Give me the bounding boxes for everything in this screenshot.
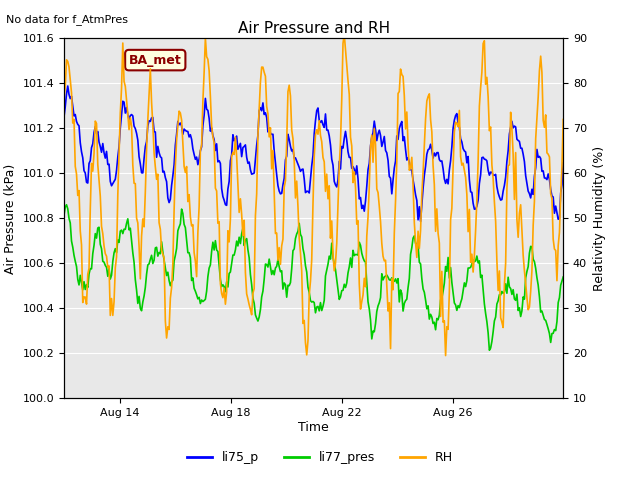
Title: Air Pressure and RH: Air Pressure and RH [237,21,390,36]
X-axis label: Time: Time [298,421,329,434]
Y-axis label: Air Pressure (kPa): Air Pressure (kPa) [4,163,17,274]
Y-axis label: Relativity Humidity (%): Relativity Humidity (%) [593,146,605,291]
Text: BA_met: BA_met [129,54,182,67]
Legend: li75_p, li77_pres, RH: li75_p, li77_pres, RH [182,446,458,469]
Text: No data for f_AtmPres: No data for f_AtmPres [6,14,129,25]
